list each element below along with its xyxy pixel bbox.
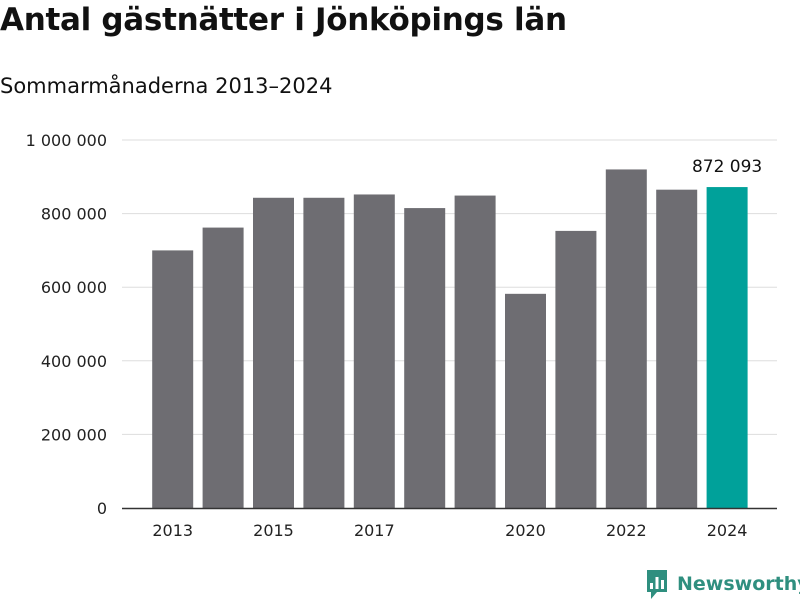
y-tick-label: 600 000 (41, 278, 107, 297)
newsworthy-logo: Newsworthy (645, 568, 800, 600)
bar-2023 (656, 189, 698, 508)
bar-2021 (555, 230, 597, 508)
bar-2013 (152, 250, 194, 508)
bar-2014 (202, 227, 244, 509)
bar-2015 (253, 197, 294, 508)
x-tick-label: 2013 (152, 521, 193, 540)
y-tick-label: 0 (97, 499, 107, 518)
bar-2020 (505, 293, 546, 508)
bar-2018 (404, 208, 446, 508)
chart-subtitle: Sommarmånaderna 2013–2024 (0, 74, 333, 98)
y-tick-label: 200 000 (41, 425, 107, 444)
bar-chart: 0 200 000 400 000 600 000 800 000 1 000 000 20… (26, 131, 777, 540)
data-label: 872 093 (692, 157, 762, 177)
x-tick-label: 2022 (606, 521, 647, 540)
x-tick-label: 2015 (253, 521, 294, 540)
x-tick-label: 2017 (354, 521, 395, 540)
bar-2016 (303, 197, 345, 508)
y-tick-label: 1 000 000 (26, 131, 107, 150)
x-tick-label: 2024 (707, 521, 748, 540)
bar-2019 (454, 195, 496, 508)
y-tick-label: 800 000 (41, 205, 107, 224)
y-tick-label: 400 000 (41, 352, 107, 371)
bar-2017 (353, 194, 395, 509)
newsworthy-logo-icon (647, 570, 667, 599)
bar-2024 (706, 187, 748, 509)
brand-name: Newsworthy (677, 573, 800, 595)
x-tick-label: 2020 (505, 521, 546, 540)
chart-title: Antal gästnätter i Jönköpings län (0, 2, 567, 38)
bar-2022 (605, 169, 647, 508)
